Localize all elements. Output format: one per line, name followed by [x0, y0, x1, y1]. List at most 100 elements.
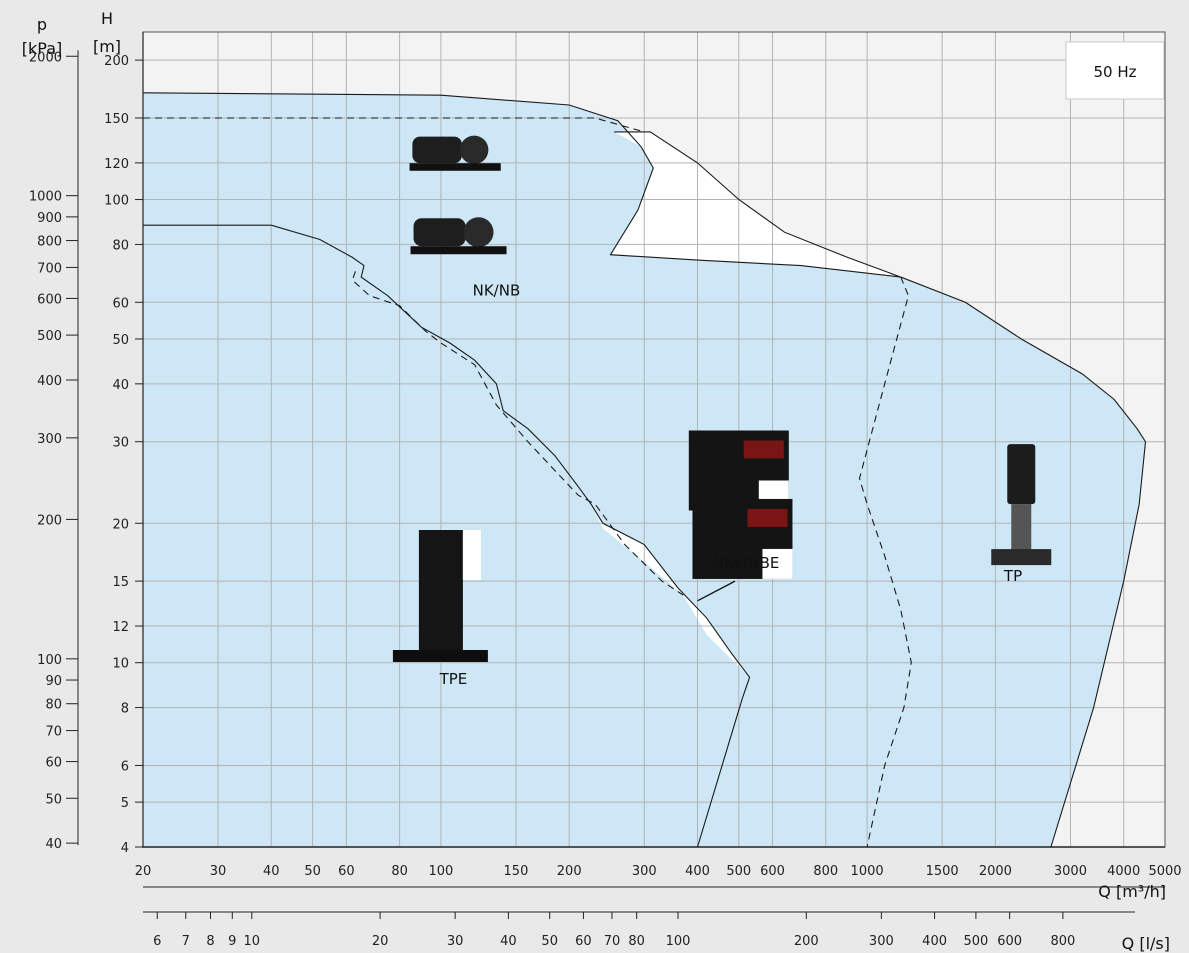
x2-tick-label: 30 [447, 934, 464, 949]
x-tick-label: 40 [263, 864, 280, 879]
y2-axis-label-unit: [kPa] [22, 39, 62, 58]
y-tick-label: 50 [112, 333, 129, 348]
x2-tick-label: 60 [575, 934, 592, 949]
x2-tick-label: 600 [997, 934, 1022, 949]
x2-tick-label: 70 [604, 934, 621, 949]
y-tick-label: 10 [112, 657, 129, 672]
curves-layer [142, 32, 1147, 848]
x-tick-label: 30 [210, 864, 227, 879]
y2-axis-label-top: p [37, 15, 47, 34]
axes-layer: 20 30 40 50 60 80 100 150 200 300 400 500 600 800 1000… [29, 50, 1182, 949]
y-tick-label: 200 [104, 54, 129, 69]
x-tick-label: 150 [504, 864, 529, 879]
pump-image [688, 430, 789, 511]
region-label-tpe: TPE [439, 670, 468, 688]
pump-housing [463, 217, 494, 248]
x-tick-label: 1500 [926, 864, 959, 879]
y2-tick-label: 50 [45, 792, 62, 807]
y-tick-label: 8 [121, 702, 129, 717]
frequency-legend-label: 50 Hz [1093, 63, 1136, 81]
pump-base [409, 163, 501, 171]
y2-tick-label: 80 [45, 698, 62, 713]
y-axis-label-unit: [m] [93, 37, 121, 56]
x-tick-label: 5000 [1148, 864, 1181, 879]
x2-tick-label: 500 [963, 934, 988, 949]
region-label-nkenbe: NKE/NBE [713, 554, 780, 572]
y-tick-label: 20 [112, 517, 129, 532]
x-tick-label: 80 [391, 864, 408, 879]
y-tick-label: 150 [104, 112, 129, 127]
y2-tick-label: 1000 [29, 190, 62, 205]
pump-display [743, 440, 784, 459]
y2-tick-label: 100 [37, 653, 62, 668]
pump-motor [1007, 444, 1036, 505]
x-axis-label: Q [m³/h] [1098, 882, 1166, 901]
x-tick-label: 2000 [979, 864, 1012, 879]
y2-tick-label: 70 [45, 725, 62, 740]
x-tick-label: 100 [428, 864, 453, 879]
x-tick-label: 500 [726, 864, 751, 879]
pump-motor [413, 218, 466, 247]
pump-column [1011, 504, 1032, 555]
pump-image [991, 444, 1052, 566]
region-tpe-gap [591, 504, 750, 678]
y-tick-label: 120 [104, 157, 129, 172]
y2-tick-label: 2000 [29, 50, 62, 65]
y-tick-label: 4 [121, 841, 129, 856]
y2-tick-label: 200 [37, 513, 62, 528]
y-tick-label: 60 [112, 296, 129, 311]
y-tick-label: 30 [112, 436, 129, 451]
x2-tick-label: 800 [1050, 934, 1075, 949]
pump-image [410, 217, 507, 255]
pump-image [692, 498, 793, 579]
x-tick-label: 20 [135, 864, 152, 879]
region-nkenbe [610, 131, 901, 278]
labels-layer: NK/NB NKE/NBE TPE TP [439, 282, 1023, 688]
pump-base [392, 650, 488, 663]
y-tick-label: 40 [112, 378, 129, 393]
curve-nk-dashed [143, 117, 645, 133]
y2-tick-label: 40 [45, 837, 62, 852]
x-tick-label: 4000 [1107, 864, 1140, 879]
y2-tick-label: 300 [37, 432, 62, 447]
pump-motor [412, 136, 462, 164]
x-tick-label: 600 [760, 864, 785, 879]
x-tick-label: 60 [338, 864, 355, 879]
y-tick-label: 5 [121, 796, 129, 811]
x-tick-label: 1000 [851, 864, 884, 879]
pump-housing [459, 135, 489, 165]
x2-axis-label: Q [l/s] [1122, 934, 1170, 953]
curve-tpe-dashed [351, 271, 684, 596]
frequency-legend: 50 Hz [1065, 41, 1165, 100]
pump-flanges [991, 549, 1052, 566]
x2-tick-label: 80 [628, 934, 645, 949]
y2-tick-label: 90 [45, 674, 62, 689]
x-tick-label: 3000 [1054, 864, 1087, 879]
x2-tick-label: 7 [182, 934, 190, 949]
x2-tick-label: 8 [206, 934, 214, 949]
x2-tick-label: 40 [500, 934, 517, 949]
pump-image [409, 135, 501, 171]
pump-icons-layer [392, 135, 1052, 663]
nke-label-leader [697, 580, 736, 602]
x2-tick-label: 200 [794, 934, 819, 949]
pump-base [410, 246, 507, 255]
x2-tick-label: 100 [666, 934, 691, 949]
y2-tick-label: 800 [37, 235, 62, 250]
pump-image [392, 530, 488, 663]
y-tick-label: 15 [112, 575, 129, 590]
x-tick-label: 200 [557, 864, 582, 879]
y2-tick-label: 900 [37, 211, 62, 226]
pump-cutout [762, 548, 793, 579]
y-tick-label: 100 [104, 194, 129, 209]
y-tick-label: 80 [112, 238, 129, 253]
y-tick-label: 12 [112, 620, 129, 635]
x-tick-label: 800 [813, 864, 838, 879]
curve-tpe-solid [143, 224, 751, 848]
x2-tick-label: 9 [228, 934, 236, 949]
grid-layer [142, 31, 1166, 848]
y-tick-label: 6 [121, 759, 129, 774]
x2-tick-label: 400 [922, 934, 947, 949]
curve-tp-dashed [858, 276, 912, 848]
